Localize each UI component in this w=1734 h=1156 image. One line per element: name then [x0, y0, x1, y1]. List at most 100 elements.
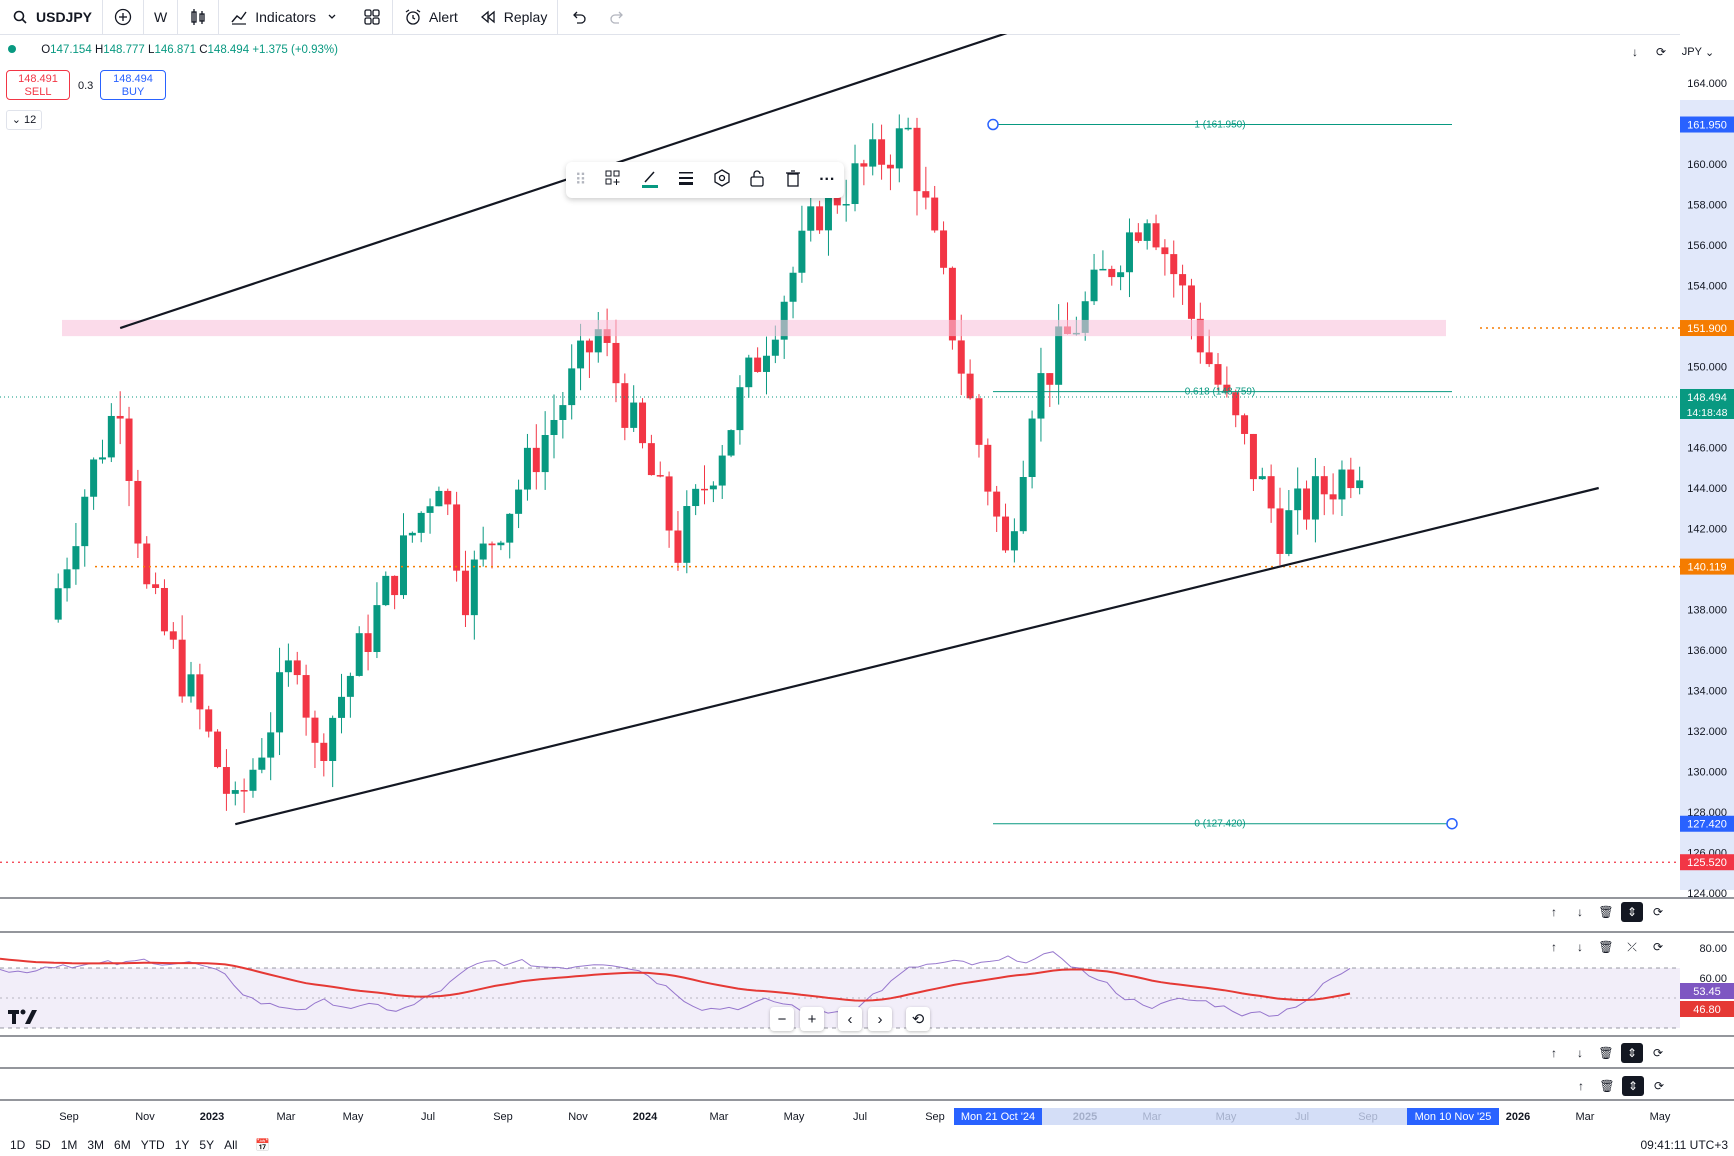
price-tick: 154.000: [1687, 281, 1727, 293]
candle-body: [258, 757, 266, 770]
compare-button[interactable]: [103, 0, 145, 34]
reset-icon[interactable]: ⟳: [1652, 940, 1664, 954]
rsi-ma-line: [0, 957, 1351, 1002]
scroll-right-button[interactable]: ›: [868, 1007, 892, 1031]
symbol-search[interactable]: USDJPY: [0, 0, 104, 34]
candle-body: [798, 230, 806, 273]
replay-button[interactable]: Replay: [468, 0, 559, 34]
arrow-up-icon[interactable]: ↑: [1578, 1079, 1584, 1093]
zoom-in-button[interactable]: +: [800, 1007, 824, 1031]
settings-icon[interactable]: [713, 168, 731, 192]
buy-button[interactable]: 148.494 BUY: [100, 70, 166, 100]
drawing-toolbar: ⠿ ···: [566, 162, 844, 198]
range-3m[interactable]: 3M: [87, 1138, 105, 1152]
scroll-left-button[interactable]: ‹: [838, 1007, 862, 1031]
trash-icon[interactable]: [784, 169, 802, 192]
trash-icon[interactable]: 🗑: [1598, 940, 1614, 954]
drag-handle-icon[interactable]: ⠿: [574, 172, 587, 189]
rsi-tick: 60.00: [1699, 973, 1727, 985]
candle-body: [320, 742, 328, 762]
undo-button[interactable]: [558, 0, 598, 34]
candle-body: [594, 329, 602, 353]
sell-button[interactable]: 148.491 SELL: [6, 70, 70, 100]
more-icon[interactable]: ···: [819, 171, 836, 188]
reset-icon[interactable]: ⟳: [1653, 1079, 1665, 1093]
sell-label: SELL: [24, 86, 52, 98]
fib-label-mid: 0.618 (148.759): [1185, 387, 1256, 398]
trash-icon[interactable]: 🗑: [1598, 1046, 1614, 1060]
candle-body: [718, 455, 726, 486]
candle-body: [1276, 508, 1284, 554]
rsi-ma-label: 46.80: [1693, 1004, 1721, 1016]
reset-icon[interactable]: ⟳: [1652, 905, 1664, 919]
collapse-icon[interactable]: ⤫: [1627, 939, 1637, 954]
calendar-icon[interactable]: 📅: [255, 1138, 271, 1152]
candle-body: [674, 530, 682, 563]
indicators-label: Indicators: [255, 9, 316, 25]
candle-body: [948, 267, 956, 341]
layouts-button[interactable]: [352, 0, 393, 34]
range-5d[interactable]: 5D: [35, 1138, 51, 1152]
arrow-up-icon[interactable]: ↑: [1551, 905, 1557, 919]
currency-selector[interactable]: JPY ⌄: [1681, 46, 1715, 59]
maximize-icon[interactable]: ⇕: [1621, 902, 1643, 922]
arrow-down-icon[interactable]: ↓: [1632, 45, 1638, 59]
range-ytd[interactable]: YTD: [140, 1138, 165, 1152]
price-chart[interactable]: 1 (161.950) 0.618 (148.759) 0 (127.420) 80…: [0, 34, 1734, 1134]
candle-body: [993, 491, 1001, 517]
candle-body: [1090, 269, 1098, 302]
price-tick: 138.000: [1687, 605, 1727, 617]
arrow-down-icon[interactable]: ↓: [1577, 940, 1583, 954]
candle-body: [1125, 232, 1133, 273]
range-1y[interactable]: 1Y: [174, 1138, 190, 1152]
range-1m[interactable]: 1M: [60, 1138, 78, 1152]
range-1d[interactable]: 1D: [10, 1138, 26, 1152]
arrow-up-icon[interactable]: ↑: [1551, 940, 1557, 954]
time-tick: Mar: [277, 1111, 296, 1123]
candle-body: [922, 191, 930, 198]
price-tag-fib_bottom: [1680, 815, 1734, 832]
candle-body: [824, 189, 832, 231]
template-icon[interactable]: [604, 169, 622, 192]
maximize-icon[interactable]: ⇕: [1621, 1043, 1643, 1063]
interval-button[interactable]: W: [144, 0, 179, 34]
candle-body: [1249, 433, 1257, 480]
arrow-down-icon[interactable]: ↓: [1577, 905, 1583, 919]
lock-icon[interactable]: [748, 169, 766, 192]
indicators-button[interactable]: Indicators: [219, 0, 352, 34]
line-width-icon[interactable]: [677, 169, 695, 192]
range-all[interactable]: All: [224, 1138, 238, 1152]
reset-chart-button[interactable]: ⟲: [906, 1007, 930, 1031]
reset-icon[interactable]: ⟳: [1655, 45, 1667, 59]
tradingview-logo: [8, 1006, 38, 1031]
time-highlight-2-label: Mon 10 Nov '25: [1415, 1111, 1492, 1123]
alert-button[interactable]: Alert: [393, 0, 468, 34]
redo-button[interactable]: [598, 0, 638, 34]
arrow-down-icon[interactable]: ↓: [1577, 1046, 1583, 1060]
range-6m[interactable]: 6M: [114, 1138, 131, 1152]
zoom-out-button[interactable]: −: [770, 1007, 794, 1031]
top-toolbar: USDJPY W Indicators Alert: [0, 0, 1734, 35]
maximize-icon[interactable]: ⇕: [1622, 1076, 1644, 1096]
range-5y[interactable]: 5Y: [199, 1138, 215, 1152]
price-tick: 134.000: [1687, 686, 1727, 698]
time-tick: Nov: [568, 1111, 588, 1123]
chart-type-button[interactable]: [178, 0, 220, 34]
trash-icon[interactable]: 🗑: [1599, 1079, 1615, 1093]
candle-body: [957, 340, 965, 374]
candle-body: [647, 443, 655, 476]
candle-body: [196, 674, 204, 710]
reset-icon[interactable]: ⟳: [1652, 1046, 1664, 1060]
indicators-collapse-button[interactable]: ⌄ 12: [6, 110, 42, 130]
candle-body: [630, 402, 638, 428]
candle-body: [1294, 488, 1302, 511]
trash-icon[interactable]: 🗑: [1598, 905, 1614, 919]
arrow-up-icon[interactable]: ↑: [1551, 1046, 1557, 1060]
line-color-icon[interactable]: [640, 168, 660, 193]
interval-label: W: [154, 9, 168, 25]
price-axis-highlight: [1680, 100, 1734, 890]
price-tick: 164.000: [1687, 78, 1727, 90]
candle-body: [1099, 268, 1107, 271]
plus-circle-icon: [113, 7, 133, 27]
candle-body: [621, 383, 629, 428]
